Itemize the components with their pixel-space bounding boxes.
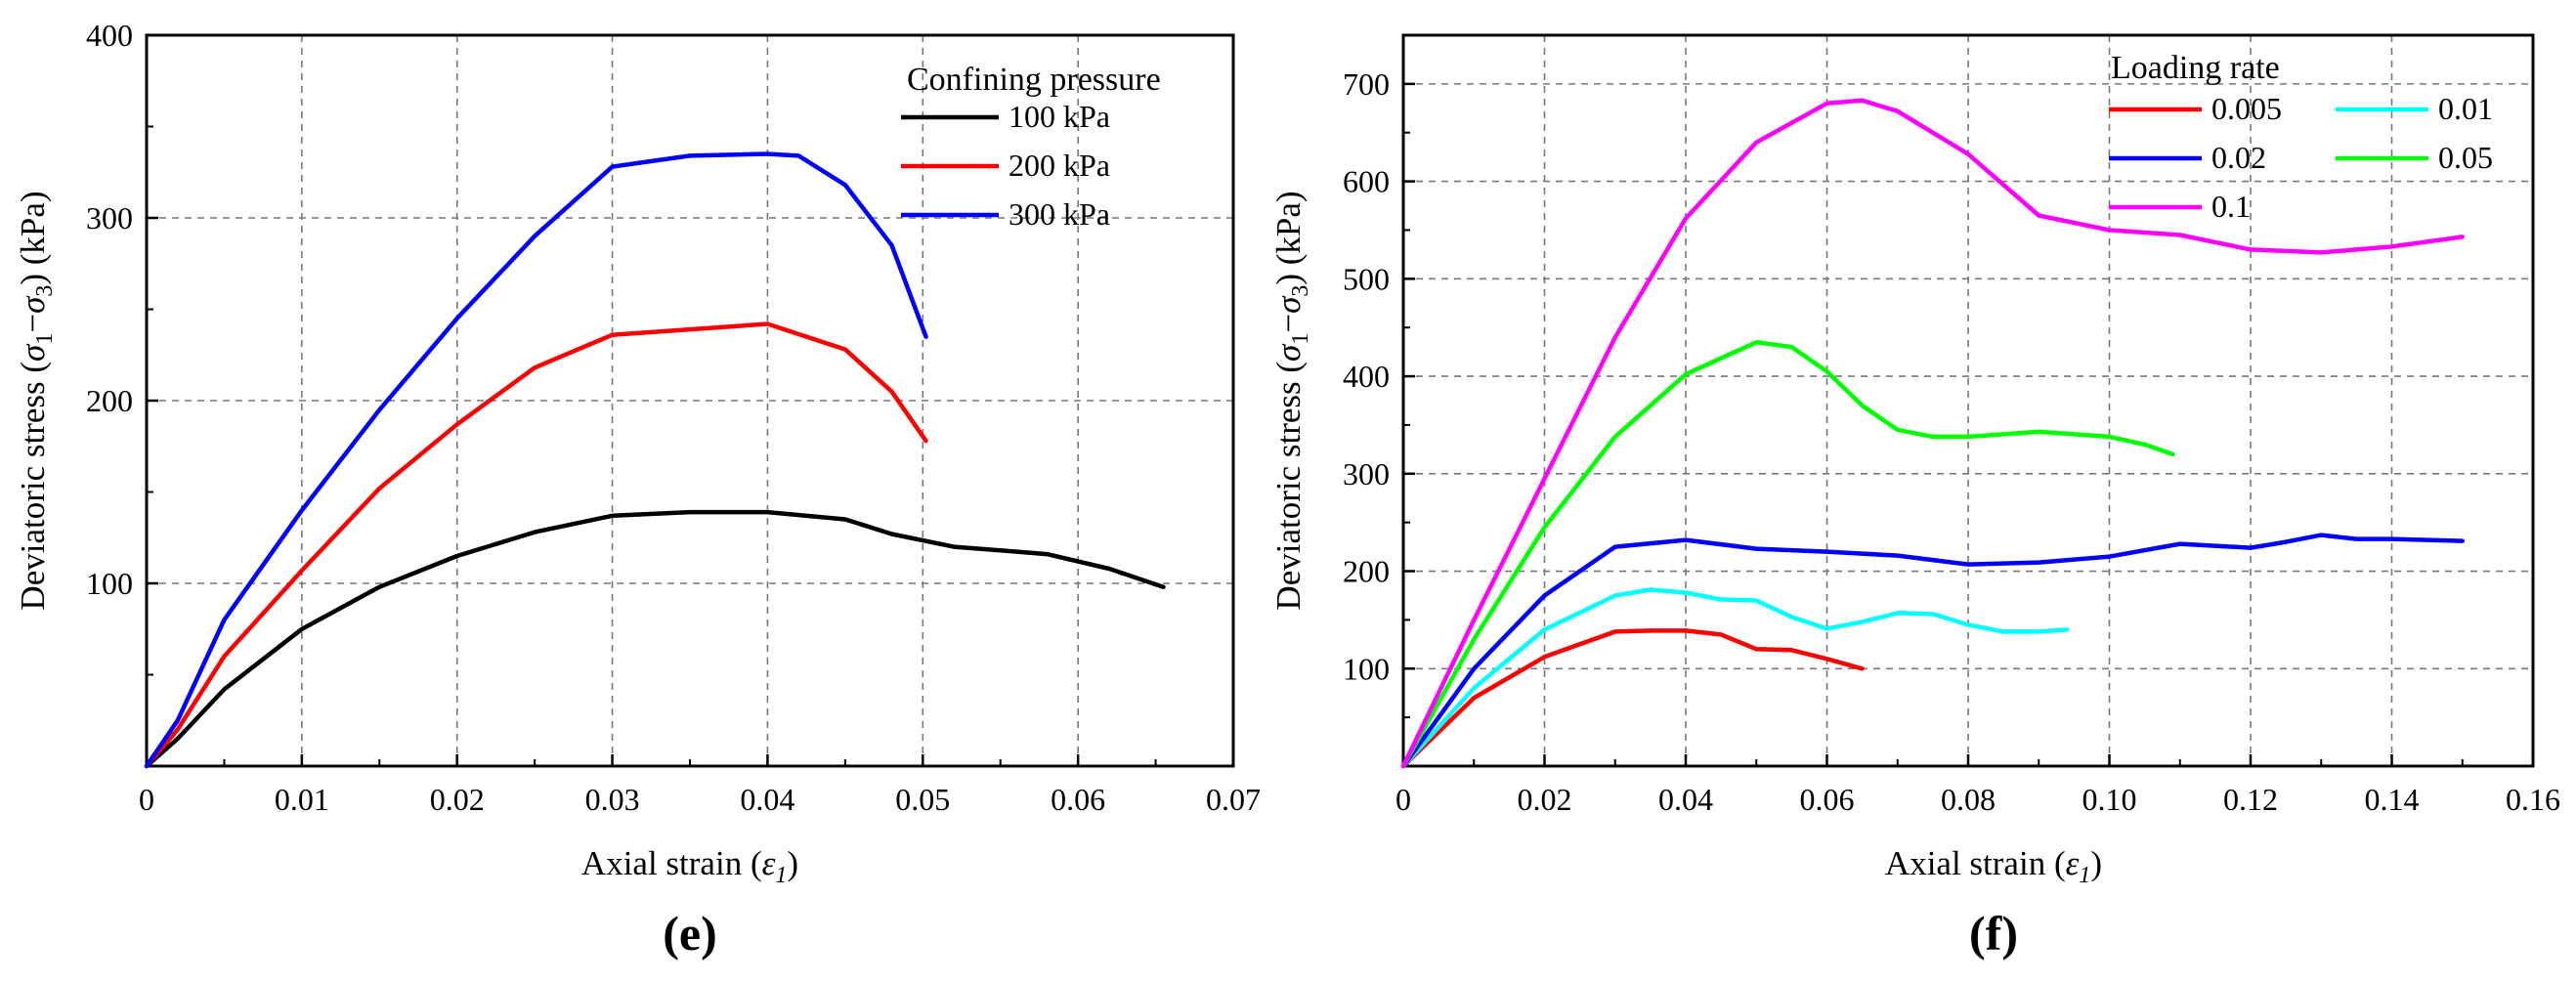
x-axis-title-subscript: 1	[2079, 863, 2090, 888]
x-tick-label: 0	[1395, 782, 1411, 817]
axis-ticks	[145, 33, 1235, 766]
series-line-200-kpa	[144, 321, 928, 769]
x-axis-title-open: (	[751, 844, 762, 882]
legend-items: 100 kPa 200 kPa 300 kPa	[901, 99, 1110, 232]
legend-title: Confining pressure	[907, 62, 1161, 98]
x-axis-title-text: Axial strain	[581, 844, 742, 882]
chart-panel-f: 0 0.02 0.04 0.06 0.08 0.10 0.12 0.14 0.16 100 200…	[1269, 33, 2560, 961]
plot-frame	[145, 33, 1235, 768]
y-axis-title-text: Deviatoric stress	[14, 381, 52, 610]
series-line-0-005	[1400, 628, 1865, 769]
y-axis-title-close: )	[1269, 265, 1308, 284]
x-tick-label: 0	[139, 782, 154, 817]
x-tick-label: 0.04	[1658, 782, 1713, 817]
legend-label: 0.05	[2438, 140, 2493, 175]
legend-label: 0.01	[2438, 91, 2493, 126]
legend: Loading rate 0.005 0.01 0.02 0.05 0.1	[2109, 50, 2493, 224]
y-axis-title-sigma1: σ	[1269, 343, 1308, 362]
grid-lines	[1403, 35, 2533, 766]
panel-label: (f)	[1969, 906, 2018, 961]
y-tick-label: 400	[86, 18, 133, 53]
x-tick-label: 0.01	[275, 782, 329, 817]
x-tick-label: 0.10	[2082, 782, 2137, 817]
axis-ticks	[1401, 82, 2535, 766]
grid-lines	[147, 35, 1233, 766]
y-axis-title-close: )	[14, 265, 52, 284]
y-tick-label: 300	[1343, 456, 1390, 492]
x-tick-label: 0.06	[1800, 782, 1855, 817]
y-axis-title-sub1: 1	[32, 333, 58, 345]
y-axis-title-sub1: 1	[1288, 333, 1313, 345]
legend: Confining pressure 100 kPa 200 kPa 300 kPa	[901, 62, 1161, 232]
x-tick-label: 0.07	[1206, 782, 1261, 817]
x-tick-label: 0.06	[1051, 782, 1105, 817]
y-axis-title-open: (	[1269, 362, 1308, 373]
y-tick-label: 400	[1343, 359, 1390, 394]
chart-panel-e: 0 0.01 0.02 0.03 0.04 0.05 0.06 0.07 100 200 300 4…	[14, 18, 1261, 961]
series-line-100-kpa	[144, 509, 1166, 769]
legend-label: 0.02	[2211, 140, 2266, 175]
plot-frame	[1401, 33, 2535, 768]
x-tick-label: 0.12	[2223, 782, 2278, 817]
series-line-0-02	[1400, 533, 2466, 769]
y-tick-label: 300	[86, 200, 133, 235]
x-axis-title-symbol: ε	[2066, 844, 2080, 882]
y-axis-title-sigma3: σ	[1269, 295, 1308, 314]
x-axis-title-subscript: 1	[775, 863, 787, 888]
x-axis-title-text: Axial strain	[1885, 844, 2045, 882]
legend-label: 100 kPa	[1009, 99, 1110, 134]
x-axis-title-close: )	[2090, 844, 2102, 882]
x-tick-label: 0.03	[585, 782, 640, 817]
y-axis-title-minus: −	[1269, 314, 1308, 333]
x-tick-label: 0.04	[740, 782, 794, 817]
series-line-300-kpa	[144, 151, 928, 769]
y-axis-title-unit: (kPa)	[1269, 191, 1308, 265]
x-tick-label: 0.08	[1941, 782, 1996, 817]
legend-label: 300 kPa	[1009, 196, 1110, 232]
legend-label: 0.005	[2211, 91, 2282, 126]
legend-title: Loading rate	[2111, 50, 2280, 86]
y-tick-label: 700	[1343, 66, 1390, 102]
y-axis-title-unit: (kPa)	[14, 191, 52, 265]
y-axis-title-sigma3: σ	[14, 295, 52, 314]
y-axis-title-minus: −	[14, 314, 52, 333]
y-axis-title-sigma1: σ	[14, 343, 52, 362]
y-tick-label: 200	[1343, 554, 1390, 589]
y-axis-title-text: Deviatoric stress	[1269, 381, 1308, 610]
y-axis-title-open: (	[14, 362, 52, 373]
y-tick-label: 200	[86, 383, 133, 418]
y-tick-label: 100	[86, 566, 133, 601]
x-tick-labels: 0 0.02 0.04 0.06 0.08 0.10 0.12 0.14 0.16	[1395, 782, 2560, 817]
y-tick-labels: 100 200 300 400	[86, 18, 133, 601]
x-axis-title: Axial strain (ε1)	[581, 844, 798, 888]
panel-label: (e)	[663, 906, 717, 961]
legend-label: 200 kPa	[1009, 148, 1110, 183]
series-lines	[144, 151, 1166, 769]
y-axis-title-sub3: 3	[32, 285, 58, 297]
series-line-0-01	[1400, 587, 2070, 769]
y-axis-title: Deviatoric stress (σ1−σ3) (kPa)	[1269, 191, 1313, 610]
x-tick-label: 0.16	[2506, 782, 2560, 817]
series-line-0-1	[1400, 98, 2466, 769]
y-axis-title: Deviatoric stress (σ1−σ3) (kPa)	[14, 191, 58, 610]
x-tick-label: 0.02	[430, 782, 485, 817]
x-tick-label: 0.02	[1518, 782, 1572, 817]
series-line-0-05	[1400, 339, 2175, 769]
y-axis-title-sub3: 3	[1288, 285, 1313, 297]
y-tick-labels: 100 200 300 400 500 600 700	[1343, 66, 1390, 686]
x-axis-title-open: (	[2054, 844, 2066, 882]
legend-items: 0.005 0.01 0.02 0.05 0.1	[2109, 91, 2493, 224]
legend-label: 0.1	[2211, 189, 2251, 224]
x-tick-labels: 0 0.01 0.02 0.03 0.04 0.05 0.06 0.07	[139, 782, 1261, 817]
x-tick-label: 0.05	[895, 782, 950, 817]
series-lines	[1400, 98, 2466, 769]
y-tick-label: 600	[1343, 164, 1390, 199]
y-tick-label: 100	[1343, 651, 1390, 686]
x-axis-title-symbol: ε	[762, 844, 776, 882]
x-axis-title: Axial strain (ε1)	[1885, 844, 2102, 888]
x-tick-label: 0.14	[2365, 782, 2420, 817]
y-tick-label: 500	[1343, 261, 1390, 296]
x-axis-title-close: )	[787, 844, 798, 882]
